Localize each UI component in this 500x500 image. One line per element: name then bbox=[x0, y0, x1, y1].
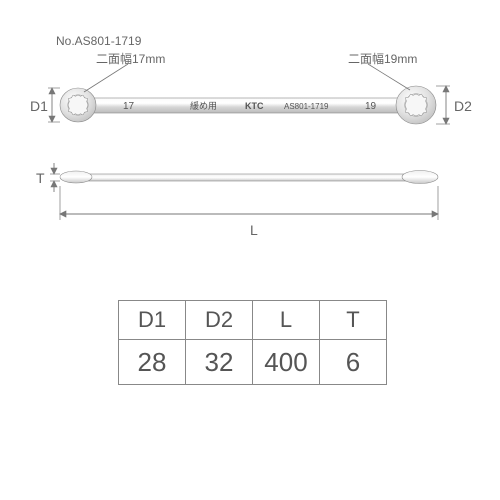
purpose-text: 緩め用 bbox=[190, 100, 217, 111]
table-row: 28 32 400 6 bbox=[119, 340, 387, 385]
part-number: No.AS801-1719 bbox=[56, 34, 141, 48]
cell-t: 6 bbox=[320, 340, 387, 385]
col-d1: D1 bbox=[119, 301, 186, 340]
brand-text: KTC bbox=[245, 101, 264, 111]
cell-d2: 32 bbox=[186, 340, 253, 385]
col-d2: D2 bbox=[186, 301, 253, 340]
model-text: AS801-1719 bbox=[284, 102, 329, 111]
table-header-row: D1 D2 L T bbox=[119, 301, 387, 340]
col-t: T bbox=[320, 301, 387, 340]
spec-table: D1 D2 L T 28 32 400 6 bbox=[118, 300, 387, 385]
tech-drawing: 17 緩め用 KTC AS801-1719 19 bbox=[30, 62, 470, 242]
size-left-text: 17 bbox=[123, 101, 135, 112]
cell-d1: 28 bbox=[119, 340, 186, 385]
col-l: L bbox=[253, 301, 320, 340]
side-view bbox=[60, 171, 438, 184]
size-right-text: 19 bbox=[365, 101, 377, 112]
page: { "part_number_label": "No.AS801-1719", … bbox=[0, 0, 500, 500]
cell-l: 400 bbox=[253, 340, 320, 385]
